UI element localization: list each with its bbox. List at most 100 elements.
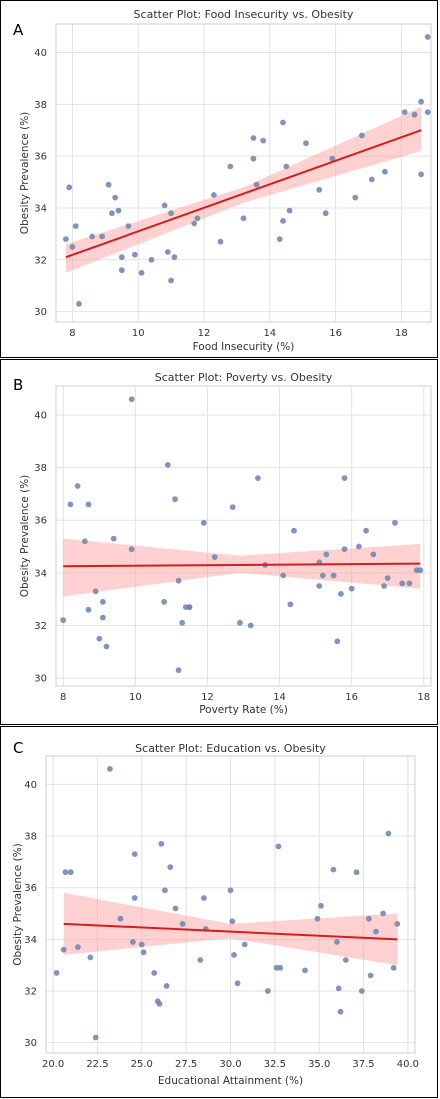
plot-frame <box>55 385 432 687</box>
scatter-point <box>370 551 377 558</box>
x-axis-label: Educational Attainment (%) <box>158 1075 303 1087</box>
scatter-point <box>162 887 168 894</box>
x-tick-label: 10 <box>132 328 145 339</box>
y-tick-label: 36 <box>34 152 47 163</box>
panel-letter-c: C <box>13 739 24 757</box>
y-tick-label: 38 <box>24 832 37 843</box>
scatter-point <box>334 638 341 645</box>
x-tick-label: 30.0 <box>219 1059 241 1070</box>
scatter-point <box>329 155 336 162</box>
y-axis-label: Obesity Prevalence (%) <box>19 475 31 598</box>
scatter-point <box>211 554 218 560</box>
x-tick-label: 32.5 <box>264 1059 286 1070</box>
x-axis-label: Food Insecurity (%) <box>193 341 295 353</box>
scatter-point <box>81 538 88 545</box>
x-tick-label: 20.0 <box>42 1059 64 1070</box>
y-tick-label: 36 <box>24 883 37 894</box>
scatter-point <box>191 220 198 227</box>
scatter-point <box>373 928 379 935</box>
scatter-point <box>229 918 236 925</box>
panel-a: A 8 10 12 14 16 18 30 32 34 36 38 40 Scatter Plot: F… <box>0 0 438 358</box>
panel-letter-a: A <box>13 21 24 39</box>
confidence-band <box>65 106 422 273</box>
scatter-point <box>72 223 79 230</box>
x-tick-label: 10 <box>129 692 142 703</box>
scatter-point <box>359 132 365 139</box>
scatter-point <box>287 601 294 608</box>
x-tick-label: 22.5 <box>86 1059 108 1070</box>
scatter-point <box>341 546 348 553</box>
scatter-chart-poverty: 8 10 12 14 16 18 30 32 34 36 38 40 Scatter Plot: Pov… <box>19 371 432 716</box>
scatter-point <box>264 988 271 994</box>
scatter-point <box>276 236 283 243</box>
scatter-point <box>234 980 241 987</box>
y-tick-label: 38 <box>34 463 47 474</box>
scatter-point <box>280 119 286 126</box>
scatter-point <box>112 194 119 201</box>
y-tick-label: 36 <box>34 516 47 527</box>
scatter-point <box>348 585 355 592</box>
scatter-point <box>247 622 254 629</box>
scatter-point <box>179 619 186 626</box>
scatter-point <box>105 181 112 188</box>
scatter-point <box>253 181 260 188</box>
scatter-point <box>172 905 179 912</box>
panel-b: B 8 10 12 14 16 18 30 32 34 36 38 40 Scatter Plot: P… <box>0 359 438 725</box>
scatter-point <box>69 244 76 250</box>
scatter-point <box>367 972 374 979</box>
scatter-point <box>401 109 408 115</box>
scatter-point <box>303 140 309 147</box>
scatter-point <box>92 588 99 595</box>
scatter-point <box>392 519 398 526</box>
scatter-point <box>99 233 105 240</box>
scatter-point <box>161 202 168 209</box>
scatter-point <box>75 944 81 950</box>
scatter-point <box>381 583 387 589</box>
scatter-point <box>211 192 217 198</box>
scatter-point <box>352 194 359 201</box>
scatter-point <box>76 301 82 307</box>
scatter-point <box>418 98 424 105</box>
scatter-point <box>385 830 392 837</box>
scatter-point <box>399 580 406 587</box>
scatter-point <box>330 572 337 579</box>
scatter-point <box>62 869 69 876</box>
scatter-point <box>411 111 418 118</box>
x-tick-label: 14 <box>263 328 276 339</box>
scatter-point <box>394 921 401 927</box>
scatter-point <box>67 869 74 876</box>
scatter-point <box>200 519 207 526</box>
chart-title: Scatter Plot: Poverty vs. Obesity <box>155 371 333 384</box>
x-tick-label: 12 <box>198 328 211 339</box>
scatter-point <box>318 902 324 909</box>
y-axis-label: Obesity Prevalence (%) <box>12 843 24 966</box>
scatter-point <box>260 137 267 144</box>
scatter-point <box>358 988 365 994</box>
scatter-point <box>60 946 67 953</box>
plot-frame <box>55 23 432 323</box>
chart-title: Scatter Plot: Food Insecurity vs. Obesit… <box>134 8 354 21</box>
x-tick-label: 18 <box>395 328 408 339</box>
scatter-point <box>323 551 330 558</box>
scatter-point <box>63 236 69 243</box>
scatter-point <box>128 546 135 553</box>
y-tick-label: 30 <box>24 1038 37 1049</box>
scatter-point <box>250 135 257 141</box>
scatter-point <box>342 957 349 963</box>
scatter-point <box>164 249 171 255</box>
scatter-point <box>138 941 145 948</box>
scatter-point <box>194 215 201 222</box>
y-tick-label: 30 <box>34 307 47 318</box>
scatter-point <box>179 921 186 927</box>
scatter-point <box>151 970 158 976</box>
y-tick-label: 32 <box>34 621 47 632</box>
scatter-point <box>330 866 337 873</box>
scatter-point <box>186 604 193 610</box>
scatter-point <box>175 577 182 584</box>
scatter-point <box>67 501 74 508</box>
scatter-point <box>53 970 60 976</box>
x-tick-label: 25.0 <box>131 1059 153 1070</box>
scatter-point <box>89 233 96 240</box>
scatter-chart-food-insecurity: 8 10 12 14 16 18 30 32 34 36 38 40 Scatter Plot: Foo… <box>19 8 432 353</box>
x-tick-label: 18 <box>417 692 430 703</box>
